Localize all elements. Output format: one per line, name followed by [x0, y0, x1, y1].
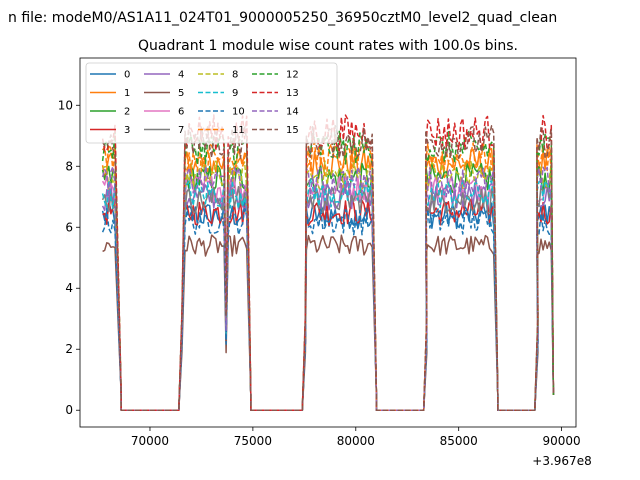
x-tick-label: 90000	[542, 434, 580, 448]
series-line-5	[102, 234, 555, 411]
legend-label-11: 11	[232, 125, 245, 136]
series-layer	[101, 114, 555, 411]
legend-label-1: 1	[124, 88, 130, 99]
legend-label-13: 13	[286, 88, 299, 99]
legend-label-7: 7	[178, 125, 184, 136]
plot-frame	[79, 57, 577, 428]
y-tick-label: 8	[65, 159, 73, 173]
legend-label-0: 0	[124, 70, 130, 81]
legend-box	[85, 62, 338, 144]
series-line-14	[101, 165, 555, 411]
x-offset-label: +3.967e8	[532, 454, 591, 468]
series-line-3	[102, 198, 555, 411]
legend-label-9: 9	[232, 88, 238, 99]
y-tick-label: 2	[65, 342, 73, 356]
legend-label-2: 2	[124, 107, 130, 118]
y-tick-label: 6	[65, 220, 73, 234]
x-axis: 70000 75000 80000 85000 90000	[131, 427, 581, 448]
y-tick-label: 0	[65, 403, 73, 417]
legend-label-10: 10	[232, 107, 245, 118]
x-tick-label: 85000	[440, 434, 478, 448]
legend-label-6: 6	[178, 107, 184, 118]
legend-label-5: 5	[178, 88, 184, 99]
legend-label-8: 8	[232, 70, 238, 81]
legend-label-15: 15	[286, 125, 299, 136]
series-line-10	[101, 207, 555, 411]
y-axis: 0 2 4 6 8 10	[58, 98, 80, 417]
chart-suptitle: n file: modeM0/AS1A11_024T01_9000005250_…	[8, 10, 557, 26]
legend-label-4: 4	[178, 70, 184, 81]
legend-label-14: 14	[286, 107, 299, 118]
y-tick-label: 4	[65, 281, 73, 295]
x-tick-label: 70000	[131, 434, 169, 448]
series-line-11	[101, 141, 555, 411]
y-tick-label: 10	[58, 98, 73, 112]
chart-title: Quadrant 1 module wise count rates with …	[138, 38, 518, 54]
x-tick-label: 75000	[234, 434, 272, 448]
legend-label-3: 3	[124, 125, 130, 136]
x-tick-label: 80000	[337, 434, 375, 448]
legend-label-12: 12	[286, 70, 299, 81]
